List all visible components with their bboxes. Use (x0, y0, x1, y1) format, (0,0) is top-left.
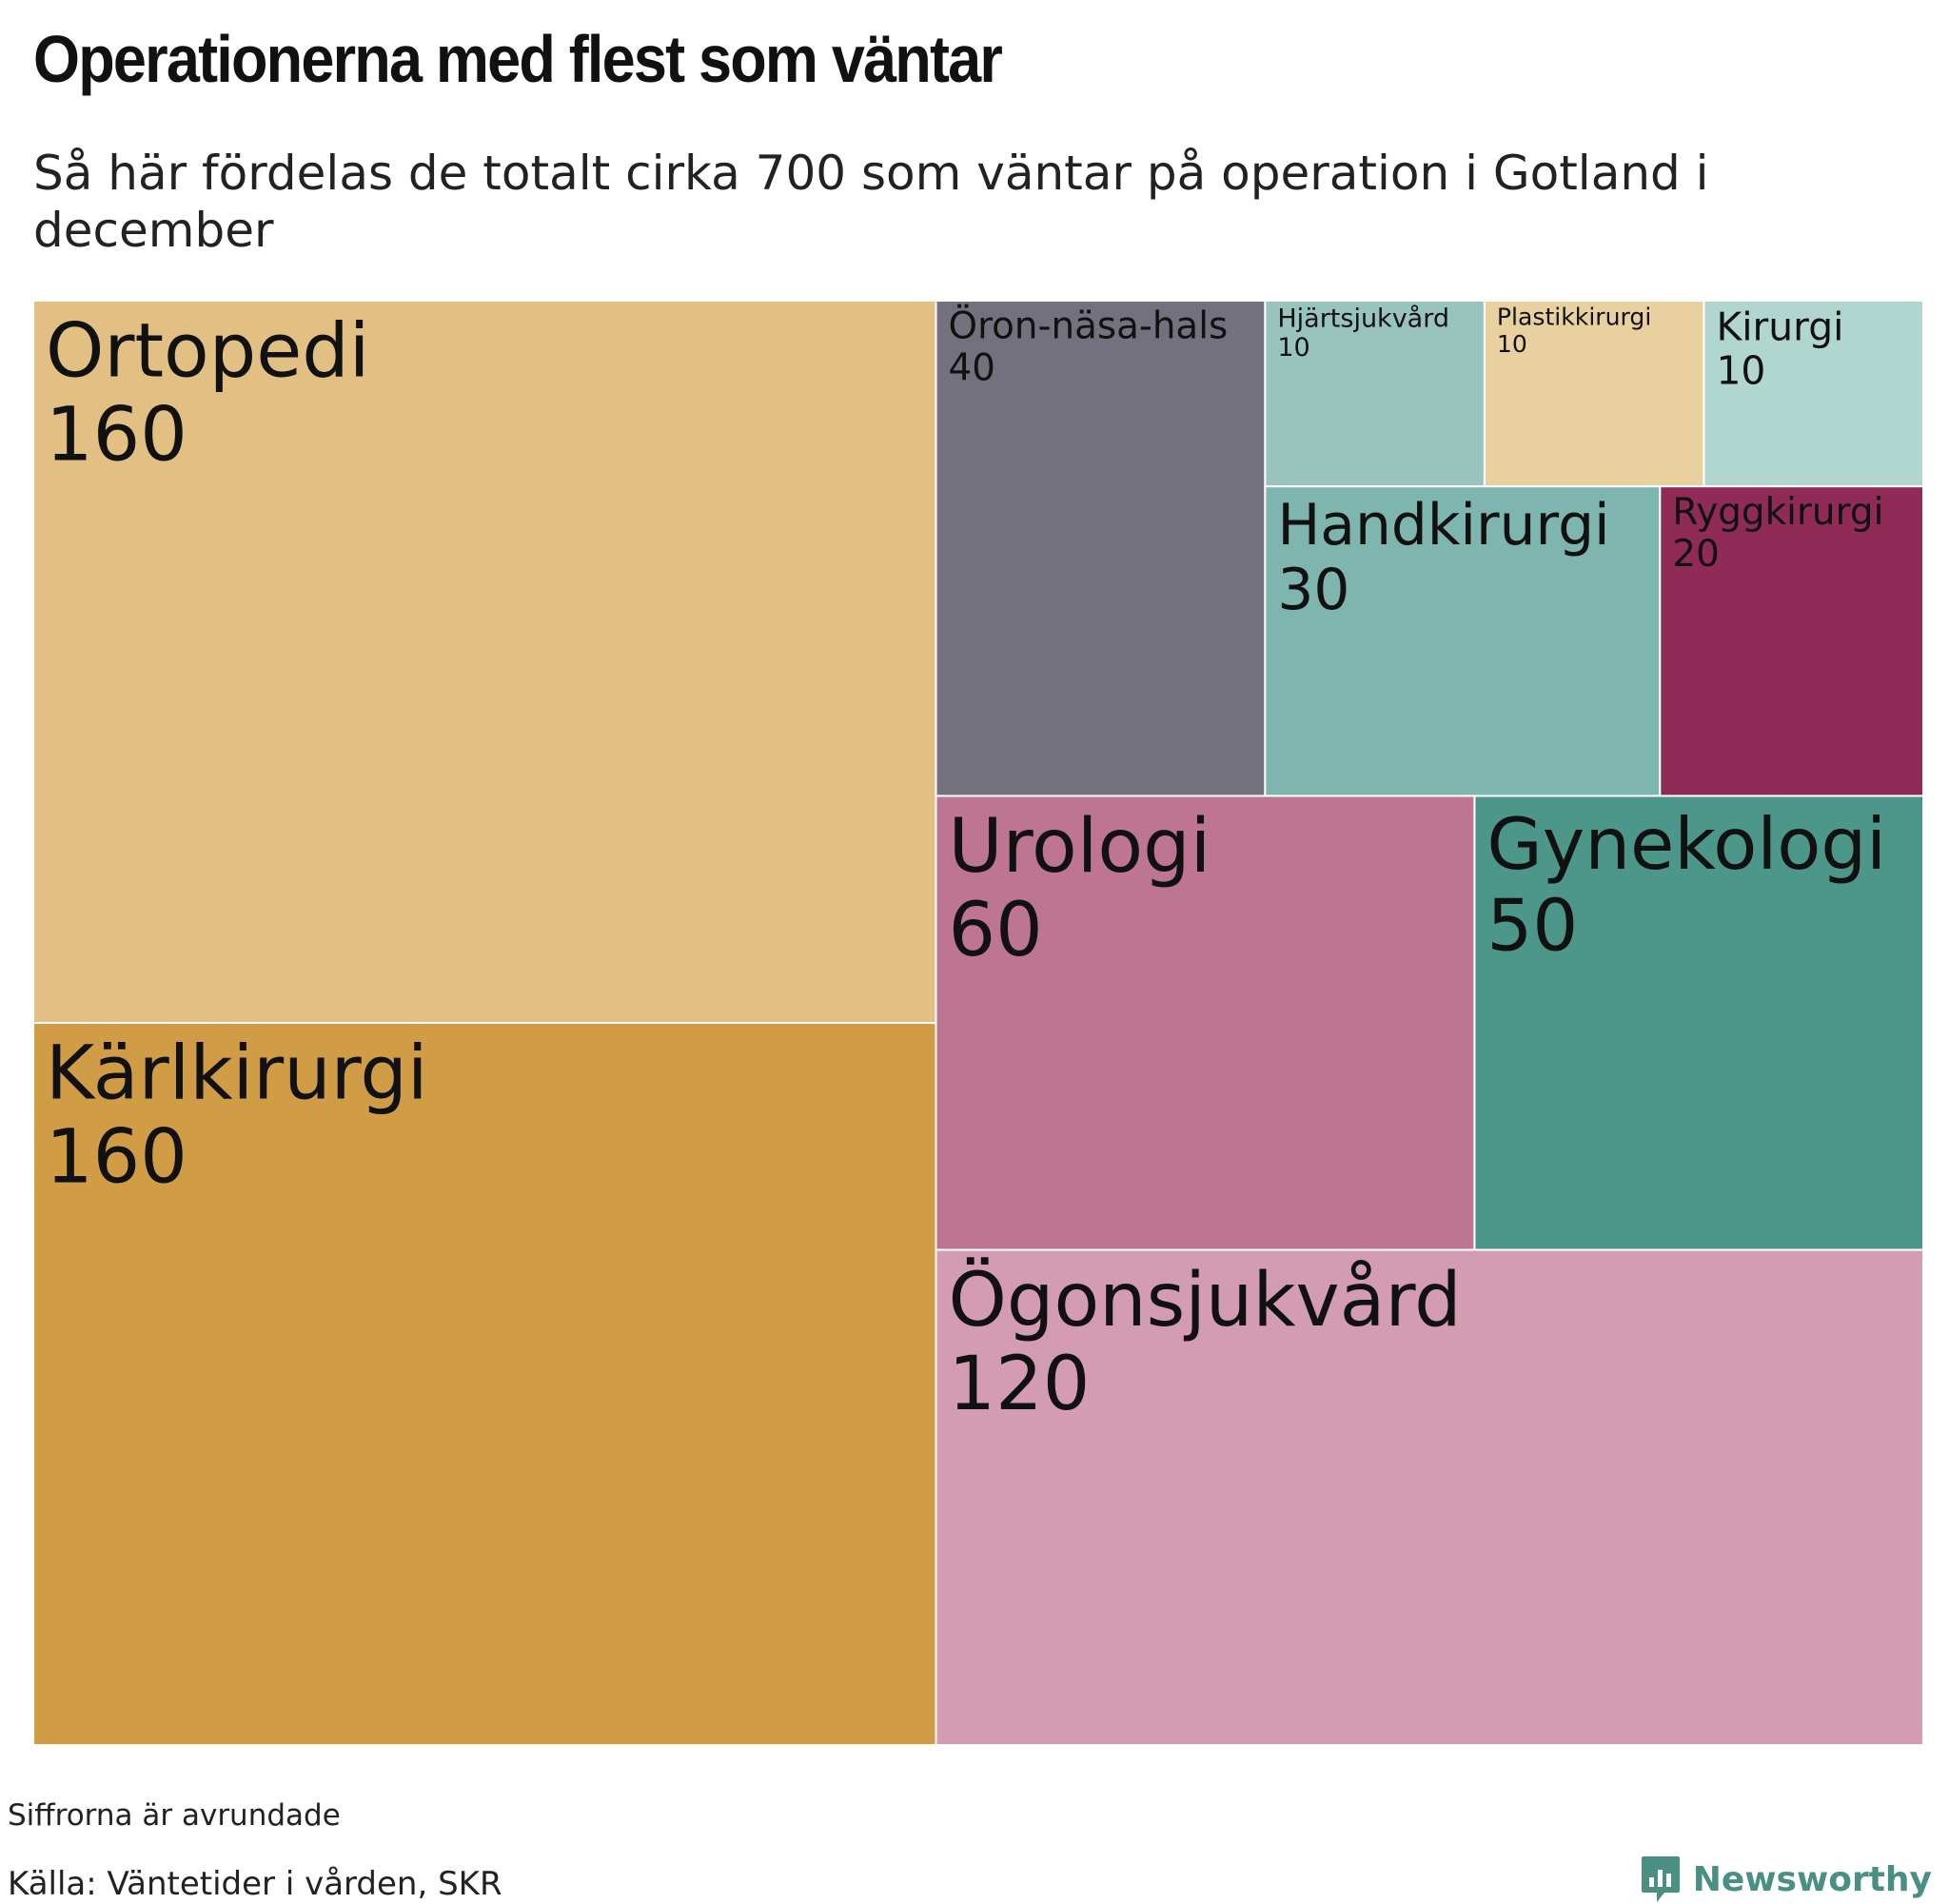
tile-value-ryggkirurgi: 20 (1672, 533, 1720, 576)
tile-rect-karlkirurgi (32, 1022, 937, 1746)
speech-bubble-chart-icon (1641, 1856, 1680, 1902)
tile-label-handkirurgi: Handkirurgi (1277, 492, 1609, 559)
chart-subtitle: Så här fördelas de totalt cirka 700 som … (33, 146, 1709, 258)
tile-rect-kirurgi (1703, 300, 1925, 488)
tile-label-kirurgi: Kirurgi (1716, 304, 1843, 350)
tile-label-ortopedi: Ortopedi (46, 309, 369, 395)
tile-value-urologi: 60 (949, 888, 1043, 973)
treemap-chart: Ortopedi160Kärlkirurgi160Öron-näsa-hals4… (32, 300, 1925, 1746)
tile-value-gynekologi: 50 (1486, 883, 1578, 967)
tile-value-handkirurgi: 30 (1277, 557, 1349, 623)
rounding-note: Siffrorna är avrundade (8, 1798, 341, 1833)
tile-value-kirurgi: 10 (1716, 348, 1765, 394)
tile-value-plastikkirurgi: 10 (1497, 330, 1527, 358)
tile-label-plastikkirurgi: Plastikkirurgi (1497, 304, 1651, 331)
tile-rect-ogonsjukvard (935, 1248, 1924, 1746)
tile-label-hjartsjukvard: Hjärtsjukvård (1277, 304, 1449, 334)
tile-label-ryggkirurgi: Ryggkirurgi (1672, 491, 1883, 534)
brand-logo: Newsworthy (1640, 1855, 1932, 1903)
tile-label-ogonsjukvard: Ögonsjukvård (949, 1257, 1462, 1344)
tile-value-ogonsjukvard: 120 (949, 1342, 1091, 1427)
tile-rect-urologi (935, 795, 1476, 1251)
tile-value-hjartsjukvard: 10 (1277, 333, 1309, 363)
tile-value-ortopedi: 160 (46, 393, 187, 479)
tile-label-oron-nasa-hals: Öron-näsa-hals (949, 304, 1229, 348)
tile-value-karlkirurgi: 160 (46, 1115, 187, 1201)
tile-rect-gynekologi (1473, 795, 1924, 1251)
tile-label-gynekologi: Gynekologi (1486, 802, 1886, 886)
chart-title: Operationerna med flest som väntar (33, 22, 1003, 96)
tile-label-urologi: Urologi (949, 804, 1211, 890)
source-note: Källa: Väntetider i vården, SKR (8, 1865, 502, 1903)
tile-value-oron-nasa-hals: 40 (949, 346, 995, 389)
tile-rect-ryggkirurgi (1659, 485, 1924, 797)
tile-label-karlkirurgi: Kärlkirurgi (46, 1031, 428, 1117)
tile-rect-handkirurgi (1264, 485, 1662, 797)
brand-name: Newsworthy (1692, 1859, 1932, 1899)
